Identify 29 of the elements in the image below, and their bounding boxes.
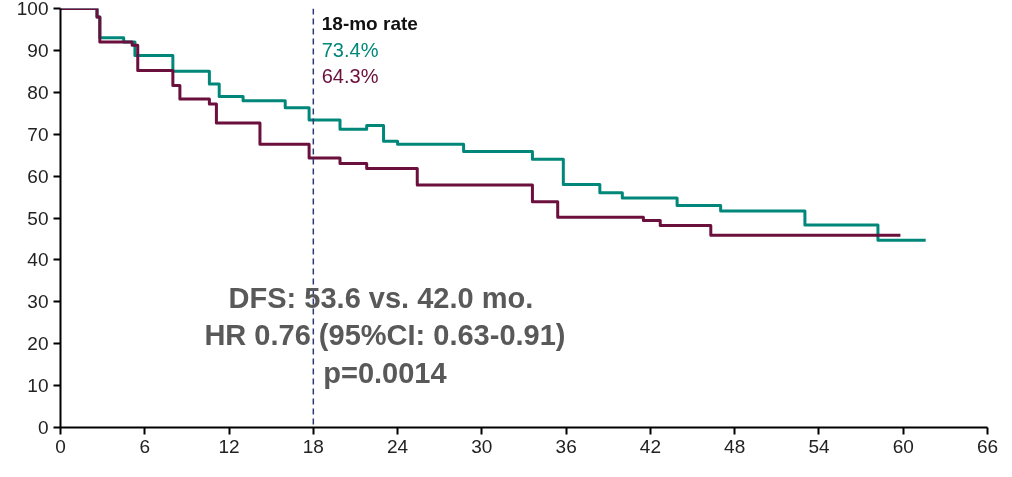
x-tick-label: 0 xyxy=(55,435,66,457)
annotation: 64.3% xyxy=(321,64,379,87)
y-tick-label: 50 xyxy=(27,207,49,229)
x-tick-label: 18 xyxy=(302,435,324,457)
annotation: 73.4% xyxy=(321,38,379,61)
y-tick-label: 80 xyxy=(27,81,49,103)
annotation: p=0.0014 xyxy=(323,357,447,390)
x-tick-label: 36 xyxy=(555,435,577,457)
x-tick-label: 60 xyxy=(892,435,914,457)
y-tick-label: 40 xyxy=(27,249,49,271)
x-tick-label: 54 xyxy=(808,435,830,457)
x-tick-label: 6 xyxy=(139,435,151,457)
y-tick-label: 70 xyxy=(27,123,49,145)
y-tick-label: 10 xyxy=(27,375,49,397)
y-tick-label: 20 xyxy=(27,333,49,355)
y-tick-label: 30 xyxy=(27,291,49,313)
y-tick-label: 0 xyxy=(37,417,49,438)
x-tick-label: 66 xyxy=(976,435,999,457)
x-tick-label: 42 xyxy=(639,435,661,457)
y-tick-label: 90 xyxy=(27,39,49,61)
x-tick-label: 30 xyxy=(471,435,493,457)
annotation: HR 0.76 (95%CI: 0.63-0.91) xyxy=(204,319,566,352)
x-tick-label: 48 xyxy=(724,435,746,457)
annotation: DFS: 53.6 vs. 42.0 mo. xyxy=(228,281,534,314)
x-tick-label: 12 xyxy=(218,435,240,457)
y-tick-label: 100 xyxy=(16,0,49,19)
x-tick-label: 24 xyxy=(387,435,409,457)
y-tick-label: 60 xyxy=(27,165,49,187)
annotation: 18-mo rate xyxy=(321,12,418,34)
